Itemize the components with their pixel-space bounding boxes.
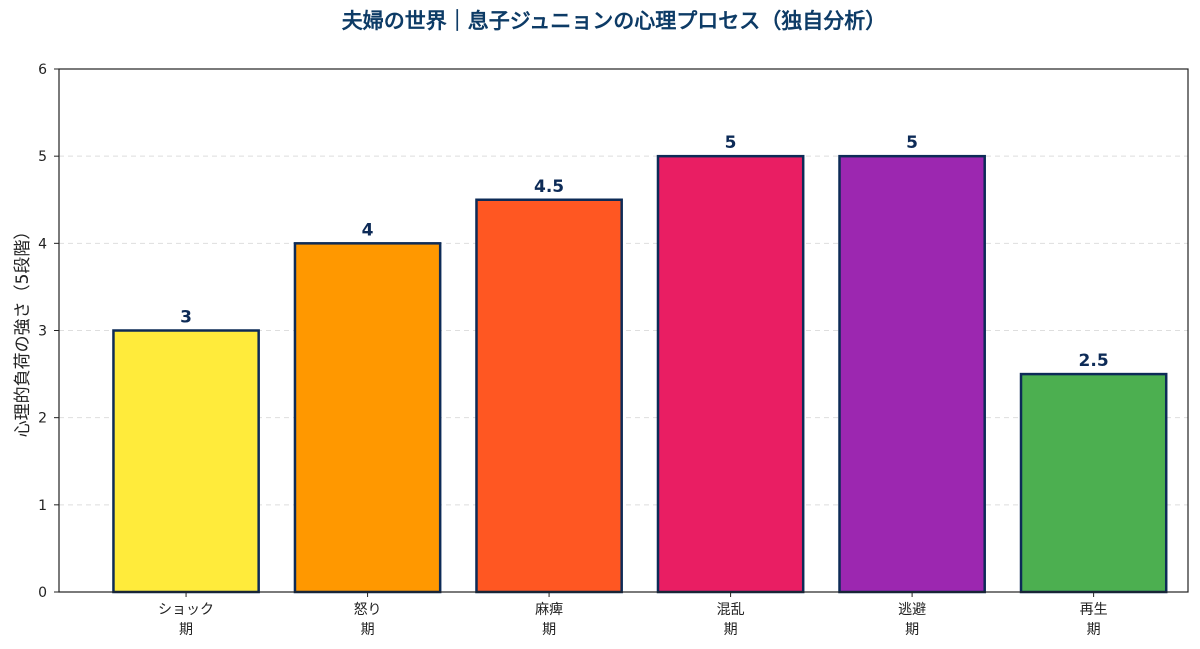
grid-lines xyxy=(59,155,1188,506)
x-tick-label: 期 xyxy=(542,622,556,638)
x-tick-label: 期 xyxy=(361,622,375,638)
y-tick-label: 2 xyxy=(38,411,47,427)
x-tick-label: 期 xyxy=(1087,622,1101,638)
y-axis-label: 心理的負荷の強さ（5段階） xyxy=(13,223,33,438)
bar xyxy=(112,329,260,594)
x-tick-label: 怒り xyxy=(354,602,382,618)
y-tick-label: 5 xyxy=(38,149,47,165)
x-tick-label: 逃避 xyxy=(898,602,926,618)
chart-title: 夫婦の世界｜息子ジュニョンの心理プロセス（独自分析） xyxy=(342,9,887,33)
data-label: 5 xyxy=(725,133,737,153)
bar xyxy=(838,154,986,594)
x-tick-label: 混乱 xyxy=(717,602,745,618)
x-tick-label: 麻痺 xyxy=(535,601,563,618)
data-label: 3 xyxy=(180,308,192,328)
data-label: 2.5 xyxy=(1079,351,1109,371)
x-tick-label: 再生 xyxy=(1080,602,1108,618)
y-tick-label: 3 xyxy=(38,324,47,340)
x-tick-label: ショック xyxy=(158,602,214,618)
bar xyxy=(656,154,805,594)
value-labels: 3 4 4.5 5 5 2.5 xyxy=(180,133,1109,371)
y-tick-label: 6 xyxy=(38,62,47,78)
data-label: 4 xyxy=(362,220,374,240)
y-tick-label: 0 xyxy=(38,585,47,601)
bar xyxy=(475,198,623,594)
bar xyxy=(1019,372,1168,594)
bar xyxy=(293,242,442,594)
y-tick-label: 1 xyxy=(38,498,47,514)
x-tick-label: 期 xyxy=(179,622,193,638)
bars xyxy=(112,154,1168,594)
data-label: 4.5 xyxy=(534,177,564,197)
x-tick-label: 期 xyxy=(905,622,919,638)
y-tick-label: 4 xyxy=(38,236,47,252)
data-label: 5 xyxy=(906,133,918,153)
x-tick-label: 期 xyxy=(724,622,738,638)
